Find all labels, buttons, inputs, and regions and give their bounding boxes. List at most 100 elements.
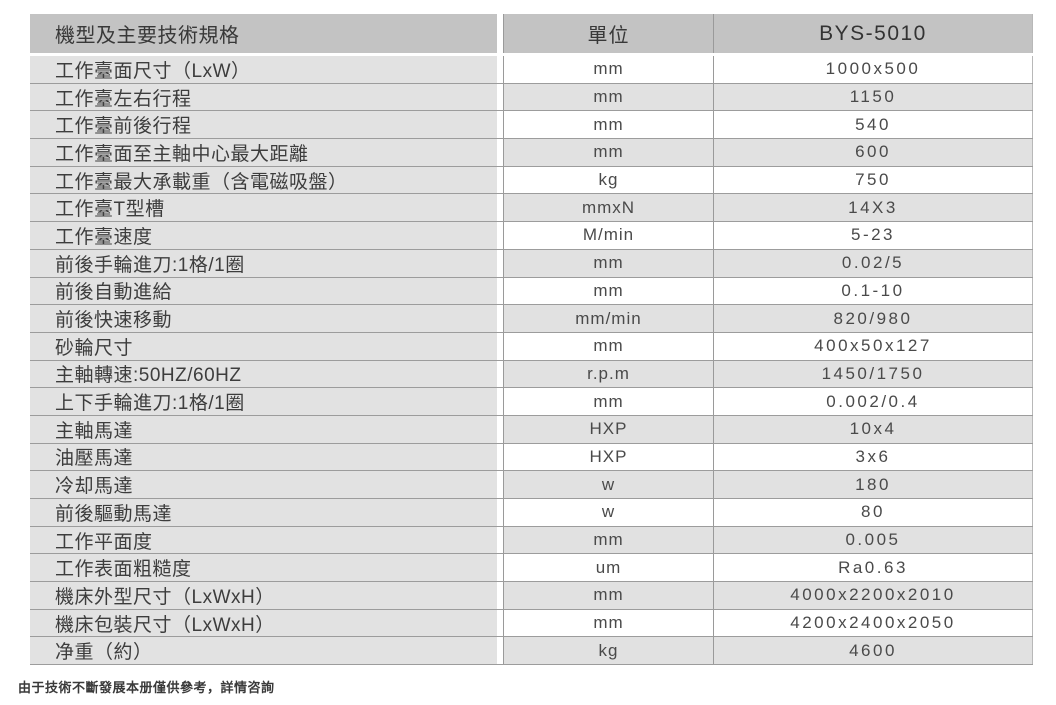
column-gutter <box>497 582 503 609</box>
spec-label-cell: 工作表面粗糙度 <box>30 554 497 582</box>
spec-label-cell: 工作臺前後行程 <box>30 111 497 139</box>
header-unit-cell: 單位 <box>503 14 713 53</box>
spec-label-cell: 工作臺面至主軸中心最大距離 <box>30 139 497 166</box>
spec-unit-cell: kg <box>503 166 713 194</box>
column-gutter <box>497 83 503 111</box>
spec-label-cell: 工作臺T型槽 <box>30 194 497 222</box>
spec-row: 工作臺T型槽 mmxN 14X3 <box>30 194 1033 223</box>
spec-unit-cell: HXP <box>503 415 713 443</box>
spec-unit-cell: mm <box>503 139 713 166</box>
spec-value-cell: 1000x500 <box>713 56 1033 83</box>
spec-value-cell: 0.005 <box>713 526 1033 554</box>
spec-label-cell: 前後驅動馬達 <box>30 499 497 526</box>
spec-unit-cell: w <box>503 471 713 498</box>
column-gutter <box>497 360 503 388</box>
spec-unit-cell: mm <box>503 332 713 360</box>
spec-row: 工作臺速度 M/min 5-23 <box>30 222 1033 250</box>
column-gutter <box>497 111 503 139</box>
spec-label-cell: 净重（約） <box>30 637 497 665</box>
spec-value-cell: 10x4 <box>713 415 1033 443</box>
column-gutter <box>497 415 503 443</box>
spec-unit-cell: w <box>503 499 713 526</box>
spec-value-cell: 1150 <box>713 83 1033 111</box>
column-gutter <box>497 526 503 554</box>
spec-label-cell: 主軸馬達 <box>30 415 497 443</box>
spec-value-cell: 540 <box>713 111 1033 139</box>
disclaimer-note: 由于技術不斷發展本册僅供參考，詳情咨詢 <box>18 680 275 695</box>
column-gutter <box>497 388 503 415</box>
spec-unit-cell: mm <box>503 111 713 139</box>
spec-row: 機床包裝尺寸（LxWxH） mm 4200x2400x2050 <box>30 609 1033 638</box>
header-model-cell: BYS-5010 <box>713 14 1033 53</box>
spec-unit-cell: mm <box>503 249 713 277</box>
spec-value-cell: 5-23 <box>713 222 1033 249</box>
spec-row: 前後自動進給 mm 0.1-10 <box>30 277 1033 306</box>
column-gutter <box>497 305 503 332</box>
spec-label-cell: 油壓馬達 <box>30 443 497 471</box>
spec-table: 機型及主要技術規格 單位 BYS-5010 工作臺面尺寸（LxW） mm 1000x… <box>30 14 1033 666</box>
spec-table-body: 工作臺面尺寸（LxW） mm 1000x500 工作臺左右行程 mm 1150 工作臺前後行… <box>30 56 1033 666</box>
spec-row: 主軸轉速:50HZ/60HZ r.p.m 1450/1750 <box>30 360 1033 389</box>
column-gutter <box>497 277 503 305</box>
spec-label-cell: 砂輪尺寸 <box>30 332 497 360</box>
column-gutter <box>497 166 503 194</box>
spec-label-cell: 機床包裝尺寸（LxWxH） <box>30 609 497 637</box>
spec-value-cell: 750 <box>713 166 1033 194</box>
spec-value-cell: 0.1-10 <box>713 277 1033 305</box>
spec-row: 砂輪尺寸 mm 400x50x127 <box>30 332 1033 361</box>
header-spec-cell: 機型及主要技術規格 <box>30 14 497 53</box>
spec-unit-cell: mm <box>503 582 713 609</box>
spec-label-cell: 機床外型尺寸（LxWxH） <box>30 582 497 609</box>
spec-label-cell: 冷却馬達 <box>30 471 497 498</box>
column-gutter <box>497 443 503 471</box>
column-gutter <box>497 332 503 360</box>
column-gutter <box>497 637 503 665</box>
spec-unit-cell: r.p.m <box>503 360 713 388</box>
column-gutter <box>497 249 503 277</box>
column-gutter <box>497 222 503 249</box>
column-gutter <box>497 471 503 498</box>
spec-label-cell: 工作臺速度 <box>30 222 497 249</box>
spec-label-cell: 主軸轉速:50HZ/60HZ <box>30 360 497 388</box>
spec-value-cell: 4200x2400x2050 <box>713 609 1033 637</box>
spec-value-cell: 4600 <box>713 637 1033 665</box>
spec-row: 工作表面粗糙度 um Ra0.63 <box>30 554 1033 583</box>
spec-unit-cell: mm <box>503 277 713 305</box>
spec-value-cell: Ra0.63 <box>713 554 1033 582</box>
spec-label-cell: 前後手輪進刀:1格/1圈 <box>30 249 497 277</box>
spec-row: 工作臺面至主軸中心最大距離 mm 600 <box>30 139 1033 167</box>
column-gutter <box>497 194 503 222</box>
spec-label-cell: 上下手輪進刀:1格/1圈 <box>30 388 497 415</box>
spec-value-cell: 0.02/5 <box>713 249 1033 277</box>
spec-row: 前後驅動馬達 w 80 <box>30 499 1033 527</box>
spec-value-cell: 1450/1750 <box>713 360 1033 388</box>
spec-label-cell: 工作臺面尺寸（LxW） <box>30 56 497 83</box>
spec-unit-cell: mm <box>503 609 713 637</box>
spec-unit-cell: mm <box>503 83 713 111</box>
spec-table-header-row: 機型及主要技術規格 單位 BYS-5010 <box>30 14 1033 56</box>
spec-label-cell: 前後自動進給 <box>30 277 497 305</box>
spec-unit-cell: mm <box>503 56 713 83</box>
spec-unit-cell: mm/min <box>503 305 713 332</box>
spec-row: 油壓馬達 HXP 3x6 <box>30 443 1033 472</box>
spec-value-cell: 80 <box>713 499 1033 526</box>
spec-value-cell: 0.002/0.4 <box>713 388 1033 415</box>
spec-row: 工作臺最大承載重（含電磁吸盤） kg 750 <box>30 166 1033 195</box>
column-gutter <box>497 499 503 526</box>
spec-row: 工作臺面尺寸（LxW） mm 1000x500 <box>30 56 1033 84</box>
spec-row: 净重（約） kg 4600 <box>30 637 1033 666</box>
spec-unit-cell: mm <box>503 526 713 554</box>
spec-row: 前後快速移動 mm/min 820/980 <box>30 305 1033 333</box>
spec-value-cell: 14X3 <box>713 194 1033 222</box>
spec-label-cell: 工作平面度 <box>30 526 497 554</box>
spec-row: 上下手輪進刀:1格/1圈 mm 0.002/0.4 <box>30 388 1033 416</box>
column-gutter <box>497 56 503 83</box>
spec-row: 工作臺前後行程 mm 540 <box>30 111 1033 140</box>
spec-label-cell: 工作臺最大承載重（含電磁吸盤） <box>30 166 497 194</box>
spec-row: 機床外型尺寸（LxWxH） mm 4000x2200x2010 <box>30 582 1033 610</box>
spec-unit-cell: HXP <box>503 443 713 471</box>
spec-label-cell: 工作臺左右行程 <box>30 83 497 111</box>
spec-label-cell: 前後快速移動 <box>30 305 497 332</box>
spec-unit-cell: um <box>503 554 713 582</box>
spec-value-cell: 400x50x127 <box>713 332 1033 360</box>
